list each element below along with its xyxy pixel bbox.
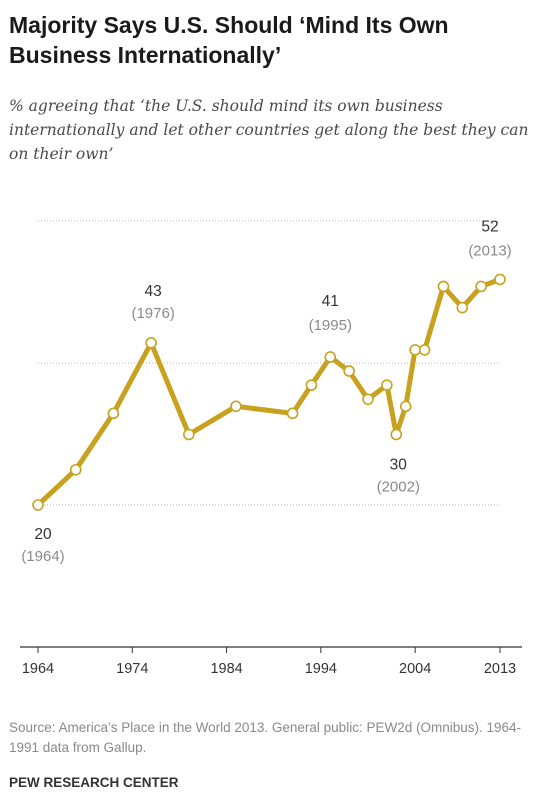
data-point-2001 xyxy=(381,379,393,391)
data-point-1993 xyxy=(305,379,318,391)
x-tick-label-1964: 1964 xyxy=(22,661,54,677)
annotation-year-1995: (1995) xyxy=(309,317,352,334)
x-tick-label-2004: 2004 xyxy=(399,661,431,677)
data-point-1968 xyxy=(69,463,82,476)
x-axis: 1964 1974 1984 1994 2004 2013 xyxy=(20,646,522,677)
x-tick-label-1974: 1974 xyxy=(116,661,148,677)
data-point-1972 xyxy=(107,407,120,420)
annotations: 20 (1964) 43 (1976) 41 (1995) 30 (2002) 52 (2013) xyxy=(21,218,511,565)
data-point-1999 xyxy=(362,393,374,406)
data-point-1985 xyxy=(230,400,242,413)
series-path xyxy=(35,276,503,508)
x-tick-label-1994: 1994 xyxy=(305,661,337,677)
data-points xyxy=(32,273,506,511)
data-point-1995 xyxy=(324,351,337,363)
data-point-1976 xyxy=(145,337,157,349)
data-point-1997 xyxy=(343,365,355,377)
data-point-1964 xyxy=(32,499,44,511)
data-point-1980 xyxy=(183,428,195,441)
chart-subtitle: % agreeing that ‘the U.S. should mind it… xyxy=(9,97,529,163)
data-point-2013 xyxy=(494,273,506,286)
annotation-year-2002: (2002) xyxy=(377,479,420,496)
data-point-2011 xyxy=(475,280,487,293)
brand-logo-text: PEW RESEARCH CENTER xyxy=(9,775,179,790)
data-point-2002 xyxy=(390,428,403,441)
data-point-2007 xyxy=(437,280,450,293)
data-point-1991 xyxy=(286,407,299,420)
annotation-year-2013: (2013) xyxy=(468,242,511,259)
line-chart: 1964 1974 1984 1994 2004 2013 20 (1964) 43 (1976… xyxy=(20,218,522,677)
annotation-value-1964: 20 xyxy=(34,526,52,543)
chart-title: Majority Says U.S. Should ‘Mind Its Own … xyxy=(9,12,449,68)
data-point-2004 xyxy=(409,344,421,356)
gridlines xyxy=(38,220,500,506)
x-tick-label-2013: 2013 xyxy=(484,661,516,677)
series-line xyxy=(35,276,503,508)
annotation-value-1995: 41 xyxy=(322,293,339,310)
x-tick-label-1984: 1984 xyxy=(210,661,242,677)
annotation-value-2013: 52 xyxy=(481,218,498,235)
source-note: Source: America’s Place in the World 201… xyxy=(9,720,521,755)
annotation-year-1964: (1964) xyxy=(21,548,64,565)
data-point-2005 xyxy=(418,344,431,356)
data-point-2009 xyxy=(456,301,469,314)
data-point-2003 xyxy=(399,400,412,413)
annotation-year-1976: (1976) xyxy=(131,305,174,322)
annotation-value-2002: 30 xyxy=(390,457,408,474)
annotation-value-1976: 43 xyxy=(145,283,162,300)
